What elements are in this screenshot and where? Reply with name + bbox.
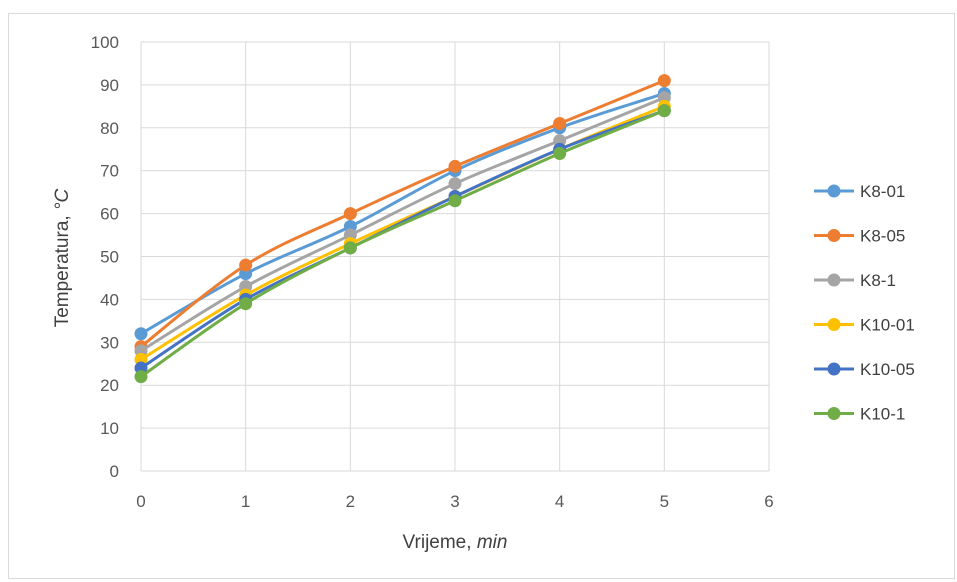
data-point xyxy=(448,159,462,173)
series-k8-05 xyxy=(134,74,671,354)
series-lines xyxy=(134,74,671,384)
data-point xyxy=(657,74,671,88)
data-point xyxy=(134,370,148,384)
legend-item-k10-1: K10-1 xyxy=(814,405,905,424)
legend-label: K8-01 xyxy=(860,182,905,201)
data-point xyxy=(134,327,148,341)
x-tick-labels: 0 1 2 3 4 5 6 xyxy=(136,492,773,511)
gridlines xyxy=(140,41,770,472)
legend: K8-01 K8-05 K8-1 K10-01 K10-05 K10-1 xyxy=(814,182,915,424)
y-tick-label: 70 xyxy=(100,162,119,181)
legend-label: K8-05 xyxy=(860,227,905,246)
legend-marker xyxy=(827,273,841,287)
data-point xyxy=(657,104,671,118)
legend-item-k8-01: K8-01 xyxy=(814,182,905,201)
y-tick-label: 10 xyxy=(100,419,119,438)
y-tick-label: 90 xyxy=(100,76,119,95)
x-axis-title: Vrijeme, min xyxy=(403,532,508,553)
series-k10-1 xyxy=(134,104,671,384)
x-tick-label: 2 xyxy=(346,492,355,511)
legend-marker xyxy=(827,229,841,242)
x-tick-label: 1 xyxy=(241,492,250,511)
legend-label: K10-05 xyxy=(860,360,915,379)
series-line xyxy=(140,92,665,336)
series-k10-05 xyxy=(134,104,671,375)
y-tick-label: 30 xyxy=(100,333,119,352)
x-tick-label: 4 xyxy=(555,492,564,511)
legend-item-k8-05: K8-05 xyxy=(814,227,905,246)
y-tick-labels: 0 10 20 30 40 50 60 70 80 90 100 xyxy=(91,33,119,481)
legend-marker xyxy=(827,318,841,331)
y-tick-label: 20 xyxy=(100,376,119,395)
legend-item-k10-05: K10-05 xyxy=(814,360,915,379)
x-tick-label: 3 xyxy=(450,492,459,511)
y-axis-title: Temperatura, °C xyxy=(52,188,73,327)
y-tick-label: 60 xyxy=(100,205,119,224)
data-point xyxy=(553,117,567,131)
y-tick-label: 40 xyxy=(100,290,119,309)
legend-marker xyxy=(827,407,841,420)
series-line xyxy=(140,96,665,353)
chart-area xyxy=(8,13,955,579)
series-line xyxy=(140,79,665,348)
data-point xyxy=(239,258,253,272)
series-line xyxy=(140,109,665,378)
y-tick-label: 80 xyxy=(100,119,119,138)
data-point xyxy=(239,297,253,311)
data-point xyxy=(448,177,462,191)
x-tick-label: 5 xyxy=(660,492,669,511)
legend-item-k8-1: K8-1 xyxy=(814,271,896,290)
y-tick-label: 50 xyxy=(100,248,119,267)
data-point xyxy=(343,241,357,255)
data-point xyxy=(553,147,567,161)
legend-label: K10-01 xyxy=(860,316,915,335)
x-tick-label: 0 xyxy=(136,492,145,511)
series-line xyxy=(140,109,665,370)
legend-item-k10-01: K10-01 xyxy=(814,316,915,335)
legend-label: K10-1 xyxy=(860,405,905,424)
data-point xyxy=(448,194,462,208)
legend-marker xyxy=(827,362,841,376)
legend-marker xyxy=(827,184,841,198)
data-point xyxy=(343,207,357,221)
y-tick-label: 0 xyxy=(110,462,119,481)
x-tick-label: 6 xyxy=(764,492,773,511)
legend-label: K8-1 xyxy=(860,271,896,290)
y-tick-label: 100 xyxy=(91,33,119,52)
